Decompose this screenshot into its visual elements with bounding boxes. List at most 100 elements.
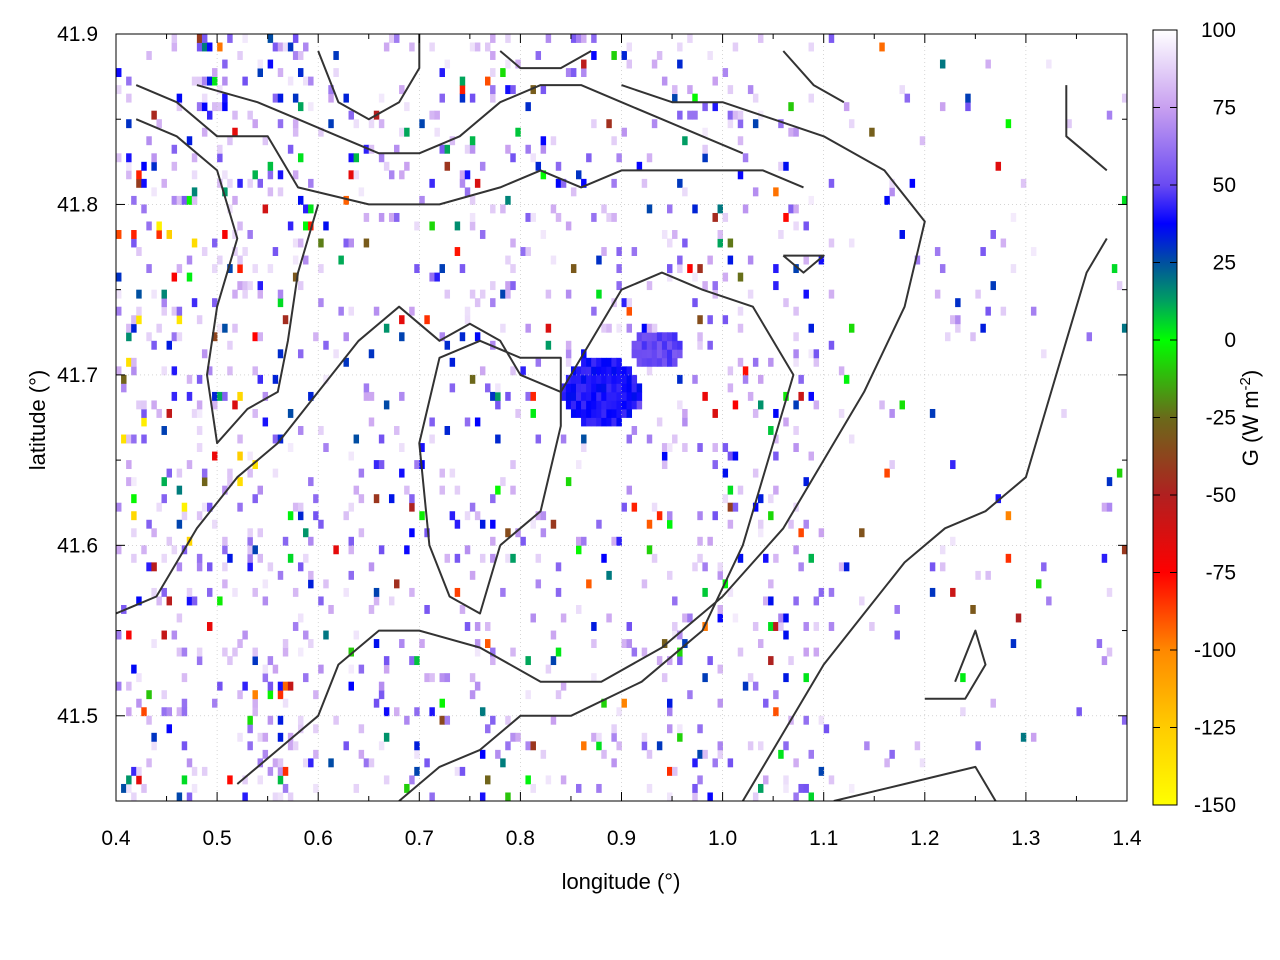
heatmap-cell: [500, 68, 506, 78]
heatmap-cell: [161, 289, 167, 299]
heatmap-cell: [717, 698, 723, 708]
heatmap-cell: [424, 528, 430, 538]
heatmap-cell: [373, 587, 380, 597]
heatmap-cell: [303, 221, 309, 231]
heatmap-cell: [570, 408, 577, 418]
heatmap-cell: [166, 408, 173, 418]
heatmap-cell: [596, 357, 602, 367]
heatmap-cell: [247, 724, 253, 734]
heatmap-cell: [626, 434, 633, 444]
heatmap-cell: [591, 374, 597, 384]
heatmap-cell: [520, 536, 526, 546]
heatmap-cell: [262, 664, 269, 674]
heatmap-cell: [500, 289, 506, 299]
heatmap-cell: [227, 553, 233, 563]
heatmap-cell: [287, 553, 294, 563]
heatmap-cell: [535, 357, 542, 367]
heatmap-cell: [965, 102, 971, 112]
heatmap-cell: [717, 570, 723, 580]
heatmap-cell: [621, 366, 627, 376]
heatmap-cell: [343, 587, 349, 597]
heatmap-cell: [591, 306, 597, 316]
heatmap-cell: [116, 366, 122, 376]
heatmap-cell: [308, 204, 314, 214]
heatmap-cell: [257, 374, 263, 384]
heatmap-cell: [227, 340, 233, 350]
colorbar-tick-label: 25: [1213, 252, 1236, 275]
heatmap-cell: [414, 656, 420, 666]
heatmap-cell: [626, 383, 633, 393]
heatmap-cell: [899, 85, 905, 95]
heatmap-cell: [490, 647, 496, 657]
heatmap-cell: [201, 502, 208, 512]
heatmap-cell: [560, 434, 567, 444]
heatmap-cell: [485, 76, 491, 86]
heatmap-cell: [712, 460, 718, 470]
heatmap-cell: [292, 34, 299, 43]
heatmap-cell: [348, 502, 354, 512]
heatmap-cell: [303, 528, 309, 538]
heatmap-cell: [596, 383, 602, 393]
heatmap-cell: [757, 400, 764, 410]
heatmap-cell: [490, 494, 496, 504]
heatmap-cell: [166, 707, 173, 717]
heatmap-cell: [646, 332, 653, 342]
heatmap-cell: [495, 434, 501, 444]
heatmap-cell: [808, 323, 814, 333]
heatmap-cell: [490, 553, 496, 563]
heatmap-cell: [843, 374, 850, 384]
heatmap-cell: [247, 468, 253, 478]
heatmap-cell: [343, 741, 349, 751]
heatmap-cell: [586, 383, 592, 393]
heatmap-cell: [985, 59, 991, 69]
heatmap-cell: [616, 374, 622, 384]
heatmap-cell: [373, 494, 380, 504]
heatmap-cell: [646, 357, 653, 367]
heatmap-cell: [884, 468, 890, 478]
heatmap-cell: [201, 34, 208, 43]
heatmap-cell: [297, 511, 304, 521]
heatmap-cell: [449, 357, 456, 367]
heatmap-cell: [116, 230, 122, 239]
heatmap-cell: [383, 732, 390, 742]
heatmap-cell: [677, 400, 683, 410]
heatmap-cell: [525, 391, 531, 401]
heatmap-cell: [439, 68, 445, 78]
heatmap-cell: [621, 391, 627, 401]
heatmap-cell: [287, 144, 294, 154]
heatmap-cell: [429, 792, 435, 801]
heatmap-cell: [454, 519, 461, 529]
heatmap-cell: [439, 93, 445, 103]
heatmap-cell: [899, 230, 905, 239]
heatmap-cell: [196, 34, 203, 43]
heatmap-cell: [353, 434, 360, 444]
heatmap-cell: [560, 391, 567, 401]
contour-line: [782, 254, 825, 274]
heatmap-cell: [798, 391, 804, 401]
heatmap-cell: [570, 264, 577, 274]
heatmap-cell: [490, 85, 496, 95]
heatmap-cell: [146, 758, 152, 768]
heatmap-cell: [217, 153, 223, 163]
heatmap-cell: [707, 656, 713, 666]
heatmap-cell: [161, 426, 167, 435]
heatmap-cell: [206, 110, 213, 120]
heatmap-cell: [1010, 212, 1017, 222]
heatmap-cell: [677, 340, 683, 350]
heatmap-cell: [884, 195, 890, 205]
heatmap-cell: [606, 570, 612, 580]
heatmap-cell: [763, 596, 769, 606]
heatmap-cell: [626, 42, 633, 52]
heatmap-cell: [813, 596, 820, 606]
heatmap-cell: [444, 340, 451, 350]
heatmap-cell: [667, 340, 673, 350]
heatmap-cell: [308, 536, 314, 546]
heatmap-cell: [682, 639, 688, 648]
heatmap-cell: [191, 76, 198, 86]
heatmap-cell: [353, 119, 360, 129]
heatmap-cell: [1121, 323, 1127, 333]
heatmap-cell: [252, 698, 258, 708]
heatmap-cell: [479, 161, 486, 171]
heatmap-cell: [464, 187, 471, 197]
heatmap-cell: [368, 604, 375, 614]
